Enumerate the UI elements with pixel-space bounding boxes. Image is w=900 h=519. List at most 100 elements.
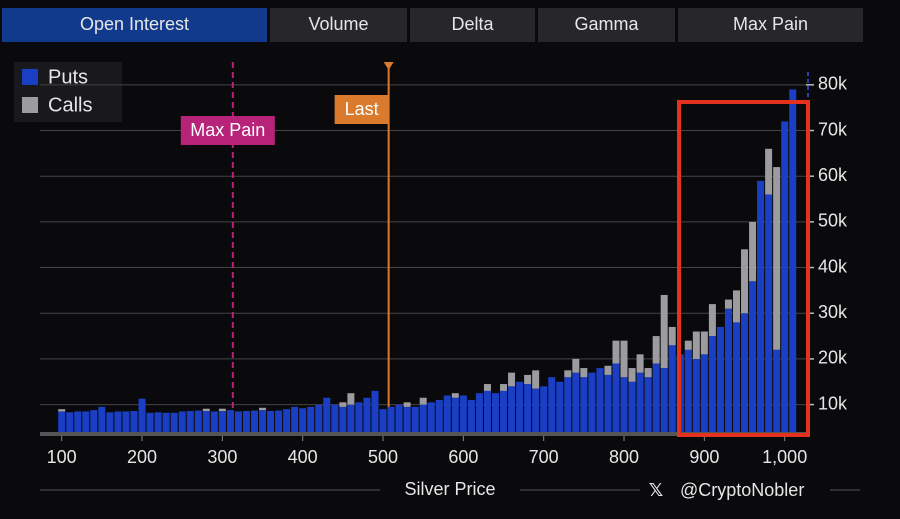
bar [122, 411, 130, 432]
bar [186, 410, 194, 432]
bar [620, 377, 628, 432]
bar [540, 386, 548, 432]
tab-label[interactable]: Volume [308, 14, 368, 34]
x-tick-label: 700 [529, 447, 559, 467]
bar [652, 336, 660, 364]
bar [741, 313, 749, 432]
bar [508, 372, 516, 387]
x-tick-label: 500 [368, 447, 398, 467]
bar [781, 121, 789, 432]
bar [588, 372, 596, 432]
watermark: @CryptoNobler [680, 480, 804, 500]
bar [146, 412, 154, 432]
bar [628, 381, 636, 432]
tab[interactable] [538, 8, 675, 42]
bar [411, 406, 419, 432]
bar [628, 368, 636, 382]
bar [765, 148, 773, 195]
bar [395, 404, 403, 432]
bar [500, 384, 508, 391]
tab[interactable] [410, 8, 535, 42]
bar [90, 410, 98, 432]
bar [435, 400, 443, 432]
bar [556, 381, 564, 432]
bar [283, 409, 291, 432]
bar [604, 365, 612, 375]
bar [636, 354, 644, 373]
bar [459, 395, 467, 432]
tab-label[interactable]: Max Pain [733, 14, 808, 34]
bar [170, 412, 178, 432]
bar [363, 397, 371, 432]
bar [226, 410, 234, 432]
bar [242, 410, 250, 432]
tab-bar: Open Interest Volume Delta Gamma Max Pain [2, 8, 863, 42]
bar [475, 393, 483, 432]
bar [98, 406, 106, 432]
bar [315, 404, 323, 432]
bar [291, 406, 299, 432]
tab[interactable] [678, 8, 863, 42]
tab-label[interactable]: Open Interest [80, 14, 189, 34]
x-tick-label: 100 [47, 447, 77, 467]
marker-label-bg [180, 116, 275, 145]
y-tick-label: 70k [818, 119, 848, 139]
bar [741, 249, 749, 314]
bar [483, 384, 491, 391]
bar [660, 294, 668, 369]
bar [58, 411, 66, 432]
bar [572, 358, 580, 373]
bar [692, 358, 700, 432]
y-tick-label: 50k [818, 211, 848, 231]
bar [82, 411, 90, 432]
bar [202, 408, 210, 411]
x-tick-label: 300 [207, 447, 237, 467]
marker-label: Last [345, 99, 379, 119]
bar [299, 408, 307, 432]
tab[interactable] [2, 8, 267, 42]
bar [636, 372, 644, 432]
tab-label[interactable]: Delta [451, 14, 494, 34]
bar [355, 402, 363, 432]
bar [724, 308, 732, 432]
bar [580, 368, 588, 378]
x-tick-label: 400 [288, 447, 318, 467]
y-tick-label: 60k [818, 165, 848, 185]
bar [331, 404, 339, 432]
bar [443, 395, 451, 432]
bar [612, 340, 620, 364]
y-tick-label: 80k [818, 74, 848, 94]
bar [194, 410, 202, 432]
bar [596, 368, 604, 432]
bar [548, 377, 556, 432]
bar [371, 390, 379, 432]
bar [218, 408, 226, 411]
marker-label-bg [334, 95, 389, 124]
bar [732, 290, 740, 323]
y-tick-label: 20k [818, 348, 848, 368]
bar [749, 221, 757, 282]
bar [524, 384, 532, 432]
marker-arrow [383, 62, 394, 70]
bar [210, 411, 218, 432]
bar [604, 374, 612, 432]
bar [467, 400, 475, 432]
bar [347, 404, 355, 432]
bar [644, 368, 652, 378]
tab-label[interactable]: Gamma [574, 14, 639, 34]
bar [259, 407, 267, 411]
bar [660, 368, 668, 432]
bar [532, 370, 540, 389]
bar [403, 402, 411, 407]
bar [580, 377, 588, 432]
bar [307, 406, 315, 432]
y-tick-label: 30k [818, 302, 848, 322]
bar [419, 397, 427, 405]
bar [202, 410, 210, 432]
tab[interactable] [270, 8, 407, 42]
plot: 10k 20k 30k 40k 50k 60k 70k 80k 100 200 300 400 500 6… [40, 62, 848, 467]
bar [451, 397, 459, 432]
bar [234, 411, 242, 432]
bar [508, 386, 516, 432]
